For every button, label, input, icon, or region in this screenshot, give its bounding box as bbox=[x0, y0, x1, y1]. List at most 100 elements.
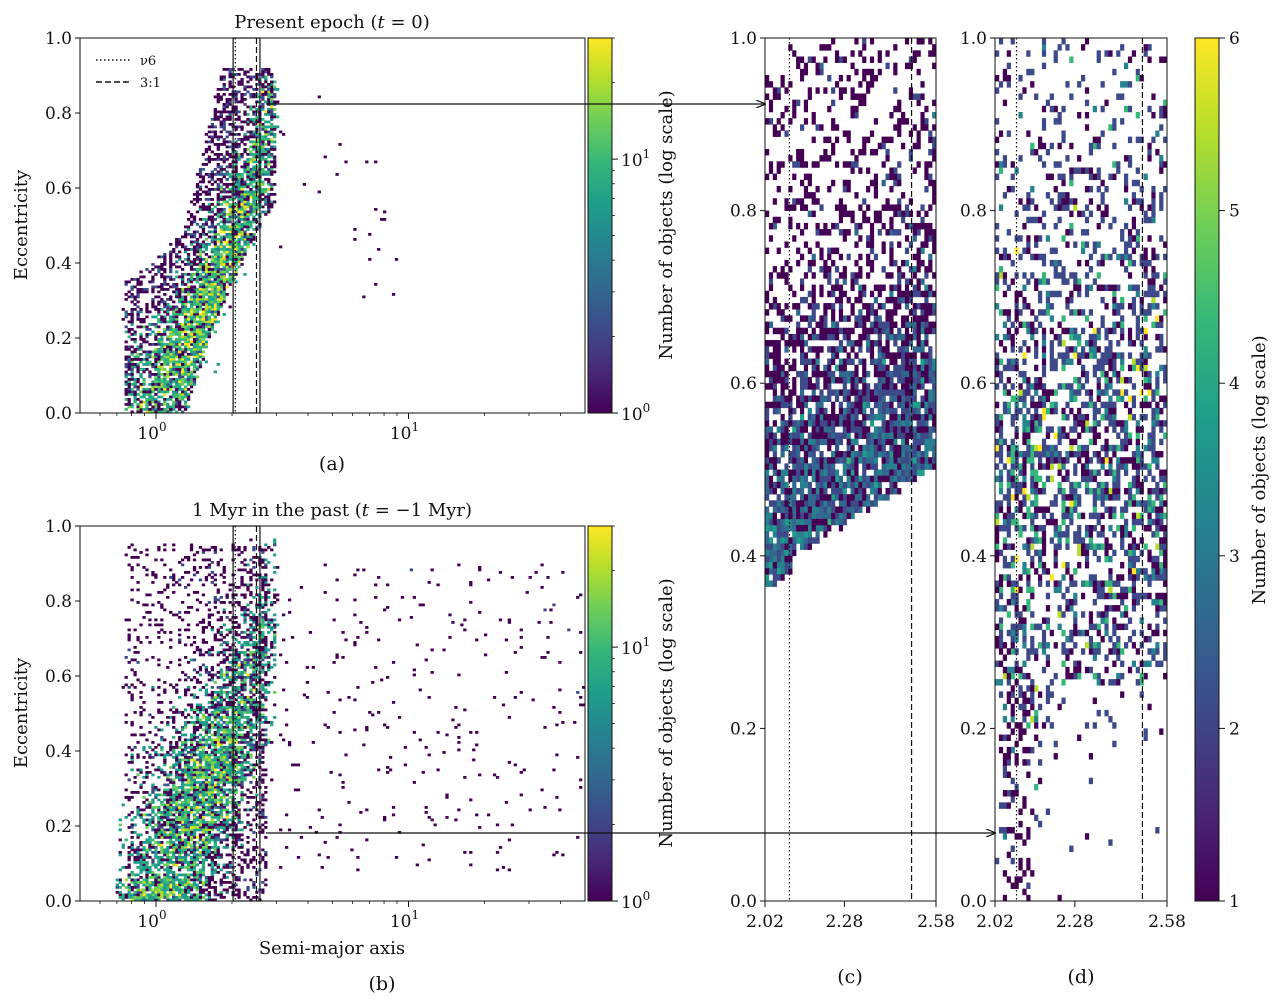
heatmap-cell bbox=[225, 68, 229, 71]
heatmap-cell bbox=[130, 896, 134, 899]
heatmap-cell bbox=[139, 833, 143, 837]
heatmap-cell bbox=[267, 741, 271, 744]
heatmap-cell bbox=[195, 836, 200, 839]
heatmap-cell bbox=[201, 268, 206, 271]
heatmap-cell bbox=[160, 378, 164, 381]
heatmap-cell bbox=[124, 365, 128, 369]
heatmap-cell bbox=[183, 330, 188, 334]
heatmap-cell bbox=[261, 706, 265, 709]
heatmap-cell bbox=[246, 673, 250, 677]
heatmap-cell bbox=[270, 125, 274, 129]
heatmap-cell bbox=[210, 646, 214, 649]
heatmap-cell bbox=[240, 663, 244, 667]
heatmap-cell bbox=[127, 686, 131, 689]
heatmap-cell bbox=[172, 373, 176, 376]
heatmap-cell bbox=[169, 806, 173, 809]
heatmap-cell bbox=[175, 808, 179, 812]
heatmap-cell bbox=[222, 188, 226, 191]
heatmap-cell bbox=[204, 721, 209, 724]
heatmap-cell bbox=[154, 350, 158, 354]
heatmap-cell bbox=[183, 328, 188, 331]
heatmap-cell bbox=[148, 393, 152, 396]
heatmap-cell bbox=[240, 771, 244, 774]
heatmap-cell bbox=[222, 210, 226, 214]
heatmap-cell bbox=[151, 573, 155, 577]
heatmap-cell bbox=[219, 831, 223, 834]
heatmap-cell bbox=[136, 896, 140, 899]
heatmap-cell bbox=[240, 766, 244, 769]
heatmap-cell bbox=[189, 893, 194, 897]
heatmap-cell bbox=[198, 225, 203, 229]
heatmap-cell bbox=[243, 706, 247, 709]
heatmap-cell bbox=[124, 348, 128, 351]
heatmap-cell bbox=[234, 658, 238, 662]
heatmap-cell bbox=[216, 198, 220, 201]
heatmap-cell bbox=[189, 823, 194, 827]
heatmap-cell bbox=[183, 853, 188, 857]
heatmap-cell bbox=[183, 813, 188, 817]
heatmap-cell bbox=[183, 818, 188, 822]
heatmap-cell bbox=[178, 383, 182, 386]
heatmap-cell bbox=[249, 746, 253, 749]
heatmap-cell bbox=[207, 333, 212, 336]
heatmap-cell bbox=[169, 385, 173, 389]
heatmap-cell bbox=[225, 771, 229, 774]
heatmap-cell bbox=[166, 808, 170, 812]
heatmap-cell bbox=[198, 621, 203, 624]
heatmap-cell bbox=[189, 766, 194, 769]
heatmap-cell bbox=[261, 70, 265, 74]
heatmap-cell bbox=[264, 716, 268, 719]
heatmap-cell bbox=[270, 155, 274, 159]
heatmap-cell bbox=[136, 410, 140, 413]
heatmap-cell bbox=[151, 876, 155, 879]
heatmap-cell bbox=[163, 851, 167, 854]
heatmap-cell bbox=[210, 678, 214, 682]
heatmap-cell bbox=[273, 613, 277, 617]
heatmap-cell bbox=[183, 295, 188, 299]
heatmap-cell bbox=[219, 188, 223, 191]
heatmap-cell bbox=[166, 288, 170, 291]
heatmap-cell bbox=[145, 335, 149, 339]
heatmap-cell bbox=[198, 298, 203, 301]
heatmap-cell bbox=[172, 828, 176, 832]
heatmap-cell bbox=[228, 68, 232, 71]
heatmap-cell bbox=[216, 173, 220, 176]
heatmap-cell bbox=[252, 676, 256, 679]
heatmap-cell bbox=[228, 85, 232, 89]
heatmap-cell bbox=[225, 821, 229, 824]
heatmap-cell bbox=[210, 763, 214, 767]
heatmap-cell bbox=[240, 180, 244, 184]
heatmap-cell bbox=[225, 213, 229, 216]
heatmap-cell bbox=[139, 338, 143, 341]
heatmap-cell bbox=[216, 158, 220, 161]
heatmap-cell bbox=[222, 781, 226, 784]
heatmap-cell bbox=[237, 733, 241, 737]
heatmap-cell bbox=[195, 786, 200, 789]
heatmap-cell bbox=[207, 285, 212, 289]
heatmap-cell bbox=[151, 773, 155, 777]
heatmap-cell bbox=[183, 338, 188, 341]
heatmap-cell bbox=[210, 758, 214, 762]
heatmap-cell bbox=[186, 285, 191, 289]
heatmap-cell bbox=[210, 258, 214, 261]
heatmap-cell bbox=[264, 93, 268, 96]
heatmap-cell bbox=[237, 768, 241, 772]
heatmap-cell bbox=[246, 120, 250, 124]
heatmap-cell bbox=[222, 708, 226, 712]
heatmap-cell bbox=[219, 696, 223, 699]
heatmap-cell bbox=[178, 816, 182, 819]
heatmap-cell bbox=[219, 801, 223, 804]
heatmap-cell bbox=[207, 823, 212, 827]
heatmap-cell bbox=[204, 333, 209, 336]
heatmap-cell bbox=[216, 846, 220, 849]
heatmap-cell bbox=[148, 883, 152, 887]
heatmap-cell bbox=[273, 593, 277, 597]
heatmap-cell bbox=[192, 298, 197, 301]
heatmap-cell bbox=[249, 611, 253, 614]
heatmap-cell bbox=[207, 225, 212, 229]
heatmap-cell bbox=[243, 243, 247, 246]
heatmap-cell bbox=[186, 828, 191, 832]
heatmap-cell bbox=[252, 218, 256, 221]
heatmap-cell bbox=[240, 165, 244, 169]
heatmap-cell bbox=[240, 636, 244, 639]
